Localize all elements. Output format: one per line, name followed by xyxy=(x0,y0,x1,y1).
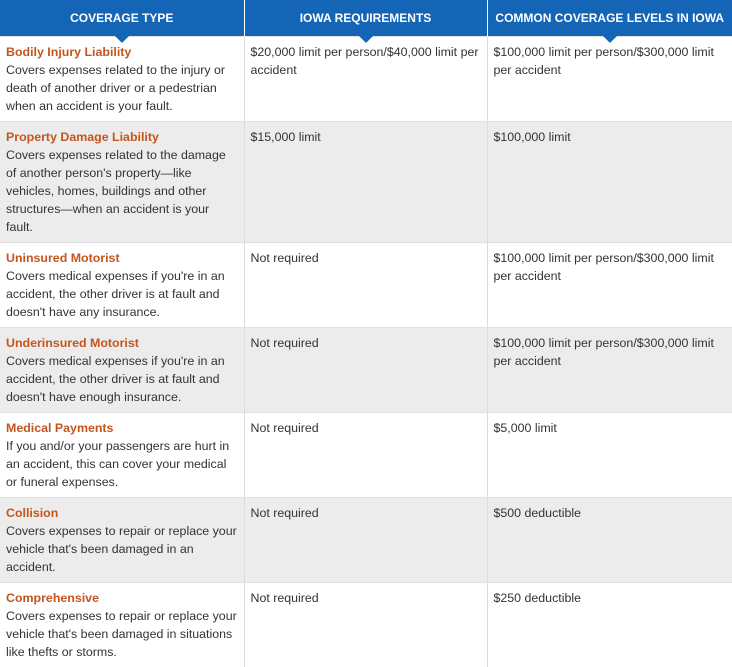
table-row: Medical Payments If you and/or your pass… xyxy=(0,411,732,497)
coverage-description: If you and/or your passengers are hurt i… xyxy=(6,438,230,489)
header-label: IOWA REQUIREMENTS xyxy=(299,10,432,25)
coverage-title: Bodily Injury Liability xyxy=(6,44,132,59)
coverage-description: Covers expenses to repair or replace you… xyxy=(6,523,237,574)
table-row: Property Damage Liability Covers expense… xyxy=(0,120,732,242)
requirement-cell: Not required xyxy=(243,241,487,327)
coverage-type-cell: Medical Payments If you and/or your pass… xyxy=(0,411,244,497)
table-row: Collision Covers expenses to repair or r… xyxy=(0,496,732,582)
header-pointer-icon xyxy=(114,35,129,43)
requirement-cell: Not required xyxy=(243,411,487,497)
coverage-type-cell: Bodily Injury Liability Covers expenses … xyxy=(0,35,244,121)
common-level-cell: $5,000 limit xyxy=(486,411,732,497)
coverage-title: Uninsured Motorist xyxy=(6,250,120,265)
coverage-title: Property Damage Liability xyxy=(6,129,159,144)
coverage-description: Covers medical expenses if you're in an … xyxy=(6,268,225,319)
coverage-description: Covers medical expenses if you're in an … xyxy=(6,353,225,404)
header-label: COMMON COVERAGE LEVELS IN IOWA xyxy=(495,10,725,25)
coverage-type-cell: Uninsured Motorist Covers medical expens… xyxy=(0,241,244,327)
coverage-title: Underinsured Motorist xyxy=(6,335,139,350)
header-pointer-icon xyxy=(358,35,373,43)
table-row: Comprehensive Covers expenses to repair … xyxy=(0,581,732,667)
coverage-description: Covers expenses related to the damage of… xyxy=(6,147,226,234)
coverage-type-cell: Collision Covers expenses to repair or r… xyxy=(0,496,244,582)
requirement-cell: Not required xyxy=(243,326,487,412)
header-coverage-type: COVERAGE TYPE xyxy=(0,0,244,43)
header-pointer-icon xyxy=(602,35,617,43)
common-level-cell: $100,000 limit per person/$300,000 limit… xyxy=(486,35,732,121)
requirement-cell: $15,000 limit xyxy=(243,120,487,242)
common-level-cell: $100,000 limit per person/$300,000 limit… xyxy=(486,241,732,327)
table-row: Underinsured Motorist Covers medical exp… xyxy=(0,326,732,412)
coverage-type-cell: Property Damage Liability Covers expense… xyxy=(0,120,244,242)
coverage-title: Collision xyxy=(6,505,59,520)
common-level-cell: $250 deductible xyxy=(486,581,732,667)
table-row: Uninsured Motorist Covers medical expens… xyxy=(0,241,732,327)
requirement-cell: Not required xyxy=(243,581,487,667)
requirement-cell: $20,000 limit per person/$40,000 limit p… xyxy=(243,35,487,121)
header-label: COVERAGE TYPE xyxy=(70,10,174,25)
requirement-cell: Not required xyxy=(243,496,487,582)
coverage-type-cell: Underinsured Motorist Covers medical exp… xyxy=(0,326,244,412)
table-row: Bodily Injury Liability Covers expenses … xyxy=(0,35,732,121)
header-row: COVERAGE TYPE IOWA REQUIREMENTS COMMON C… xyxy=(0,0,732,43)
common-level-cell: $100,000 limit xyxy=(486,120,732,242)
coverage-description: Covers expenses related to the injury or… xyxy=(6,62,226,113)
common-level-cell: $100,000 limit per person/$300,000 limit… xyxy=(486,326,732,412)
header-common-levels: COMMON COVERAGE LEVELS IN IOWA xyxy=(486,0,732,43)
coverage-type-cell: Comprehensive Covers expenses to repair … xyxy=(0,581,244,667)
coverage-title: Comprehensive xyxy=(6,590,99,605)
coverage-description: Covers expenses to repair or replace you… xyxy=(6,608,237,659)
common-level-cell: $500 deductible xyxy=(486,496,732,582)
header-iowa-requirements: IOWA REQUIREMENTS xyxy=(243,0,487,43)
coverage-title: Medical Payments xyxy=(6,420,114,435)
